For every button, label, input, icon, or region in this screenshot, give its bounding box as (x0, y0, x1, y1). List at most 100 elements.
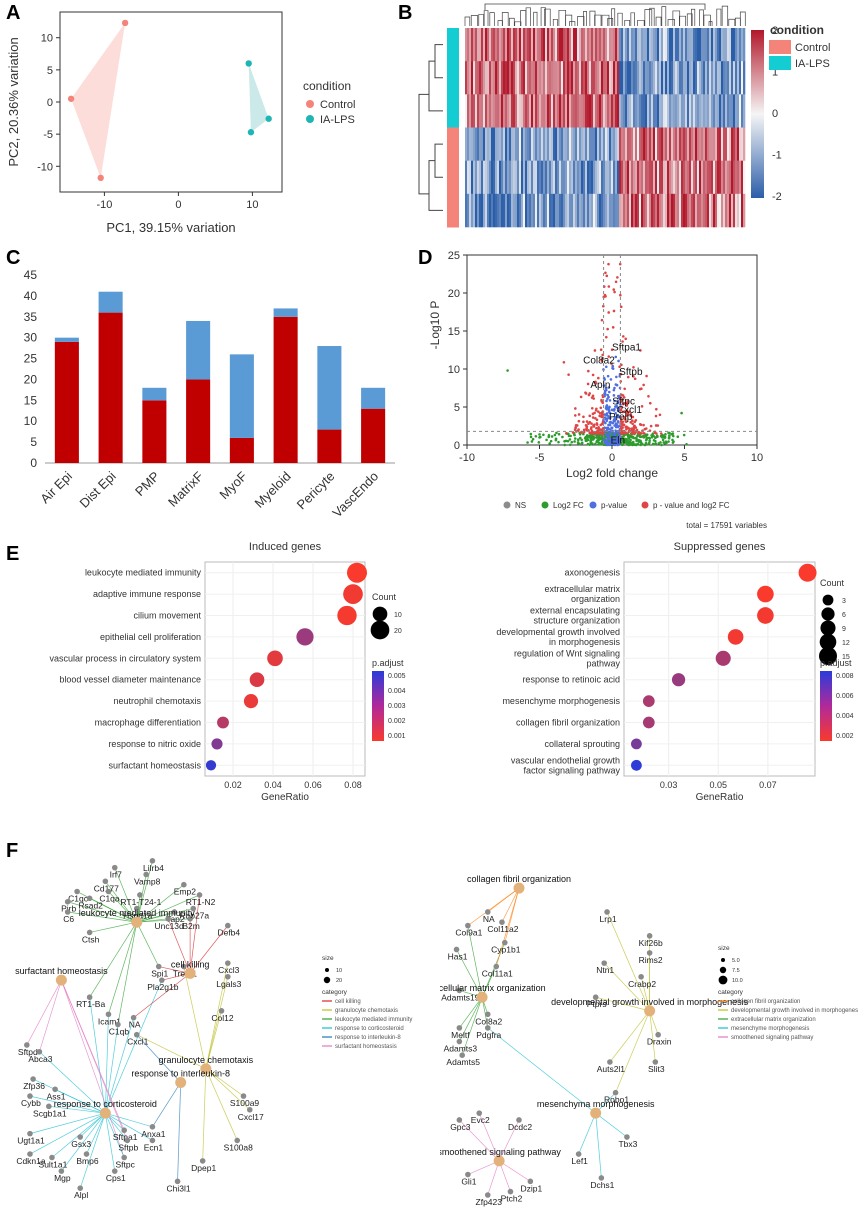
heatmap-cell (473, 61, 476, 95)
heatmap-cell (645, 160, 648, 195)
dendrogram-branch (617, 12, 623, 26)
heatmap-cell (695, 61, 698, 95)
heatmap-cell (485, 127, 488, 161)
volcano-point (595, 426, 598, 430)
E1-dot (343, 584, 363, 604)
heatmap-cell (649, 127, 652, 161)
heatmap-cell (561, 28, 564, 62)
E2-color-legend-label: 0.002 (836, 733, 854, 740)
heatmap-cell (563, 160, 566, 195)
heatmap-cell (543, 28, 546, 62)
heatmap-scale-tick: 0 (772, 108, 778, 120)
bar-red-pericyte (317, 429, 342, 463)
volcano-point (613, 399, 616, 403)
heatmap-cell (503, 160, 506, 195)
volcano-point (627, 440, 631, 444)
heatmap-cell (557, 127, 560, 161)
heatmap-cell (739, 193, 742, 228)
volcano-point (671, 434, 675, 438)
F2-category-legend-title: category (718, 989, 744, 996)
volcano-point (605, 434, 608, 438)
E2-size-legend-key (819, 633, 837, 651)
volcano-point (639, 349, 642, 352)
heatmap-cell (615, 193, 618, 228)
volcano-total-label: total = 17591 variables (686, 521, 767, 530)
F1-gene-node (149, 1124, 156, 1130)
volcano-point (625, 401, 629, 405)
F1-gene-node (102, 878, 109, 885)
heatmap-cell (735, 193, 738, 228)
dendrogram-branch (728, 18, 736, 26)
heatmap-cell (501, 160, 504, 195)
E1-color-legend-label: 0.005 (388, 673, 406, 680)
heatmap-cell (539, 160, 542, 195)
F2-gene-label: Rims2 (639, 955, 663, 965)
E2-dot (715, 650, 731, 666)
heatmap-cell (715, 193, 718, 228)
F1-size-legend-label: 20 (336, 978, 342, 984)
F2-gene-label: Adamts3 (444, 1044, 478, 1054)
heatmap-cell (683, 28, 686, 62)
heatmap-cell (517, 160, 520, 195)
volcano-point (611, 326, 615, 329)
heatmap-cell (689, 28, 692, 62)
volcano-point (608, 428, 612, 431)
F1-edge (205, 963, 229, 1069)
F1-gene-node (86, 895, 93, 902)
heatmap-cell (583, 127, 586, 161)
F2-edge (498, 1160, 531, 1182)
F1-size-legend-label: 10 (336, 968, 342, 974)
E2-dot (727, 629, 744, 645)
heatmap-cell (669, 160, 672, 195)
E1-term-label: vascular process in circulatory system (49, 653, 201, 663)
volcano-point (640, 387, 643, 391)
heatmap-cell (701, 127, 704, 161)
heatmap-cell (643, 193, 646, 228)
heatmap-cell (743, 193, 746, 228)
heatmap-cell (647, 160, 650, 195)
F2-gene-label: Auts2l1 (597, 1064, 626, 1074)
F1-edge (152, 1082, 181, 1127)
heatmap-cell (593, 127, 596, 161)
F1-edge (79, 1113, 106, 1189)
heatmap-cell (501, 61, 504, 95)
heatmap-cell (543, 94, 546, 128)
volcano-point (608, 416, 612, 420)
volcano-point (603, 378, 607, 381)
heatmap-cell (713, 193, 716, 228)
volcano-point (545, 438, 548, 442)
heatmap-cell (611, 94, 614, 128)
heatmap-cell (487, 193, 490, 228)
heatmap-cell (713, 28, 716, 62)
F1-gene-label: RT1-T24-1 (120, 897, 161, 907)
heatmap-cell (655, 94, 658, 128)
heatmap-cell (677, 94, 680, 128)
heatmap-cell (473, 28, 476, 62)
F1-edge (189, 925, 229, 974)
heatmap-cell (509, 160, 512, 195)
heatmap-cell (607, 94, 610, 128)
heatmap-cell (671, 193, 674, 228)
heatmap-cell (537, 127, 540, 161)
volcano-point (621, 335, 625, 338)
heatmap-cell (495, 61, 498, 95)
E1-color-legend-label: 0.001 (388, 733, 406, 740)
heatmap-cell (487, 61, 490, 95)
heatmap-cell (673, 28, 676, 62)
F2-gene-node (638, 973, 644, 980)
heatmap-cell (621, 160, 624, 195)
heatmap-cell (499, 127, 502, 161)
heatmap-cell (651, 193, 654, 228)
heatmap-cell (529, 160, 532, 195)
heatmap-condition-bar (447, 61, 459, 95)
F1-gene-label: Emp2 (174, 887, 196, 897)
heatmap-cell (651, 127, 654, 161)
heatmap-cell (589, 61, 592, 95)
heatmap-cell (629, 193, 632, 228)
heatmap-cell (575, 127, 578, 161)
heatmap-cell (483, 193, 486, 228)
heatmap-cell (519, 94, 522, 128)
heatmap-cell (553, 28, 556, 62)
heatmap-cell (527, 127, 530, 161)
bar-blue-pericyte (317, 346, 342, 430)
